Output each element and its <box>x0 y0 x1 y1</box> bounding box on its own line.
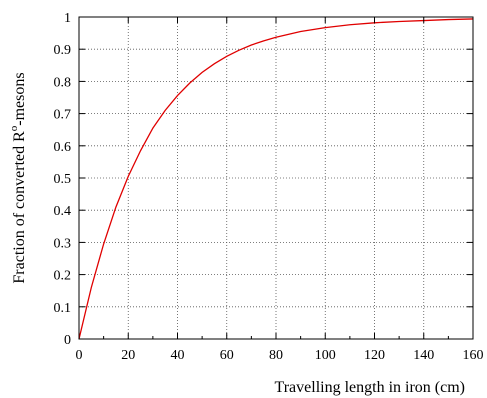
x-tick-label: 120 <box>364 348 385 363</box>
y-tick-label: 0.4 <box>54 204 72 219</box>
x-tick-label: 20 <box>121 348 135 363</box>
x-tick-label: 60 <box>220 348 234 363</box>
y-tick-label: 0.6 <box>54 140 72 155</box>
x-tick-label: 40 <box>171 348 185 363</box>
y-tick-label: 0.5 <box>54 172 72 187</box>
y-axis-label-main: Fraction of converted R <box>11 131 28 284</box>
y-tick-labels: 0 0.1 0.2 0.3 0.4 0.5 0.6 0.7 0.8 0.9 1 <box>54 11 72 348</box>
x-tick-labels: 0 20 40 60 80 100 120 140 160 <box>76 348 484 363</box>
x-tick-label: 100 <box>315 348 336 363</box>
x-tick-label: 80 <box>269 348 283 363</box>
x-axis-label: Travelling length in iron (cm) <box>275 379 466 396</box>
grid <box>78 16 474 340</box>
y-tick-label: 0.2 <box>54 269 72 284</box>
y-tick-label: 0.7 <box>54 108 72 123</box>
y-tick-label: 0.8 <box>54 75 72 90</box>
y-axis-label-superscript: o <box>8 125 20 131</box>
x-tick-label: 160 <box>463 348 484 363</box>
plot-frame <box>78 16 474 340</box>
y-tick-label: 1 <box>64 11 71 26</box>
y-tick-label: 0.9 <box>54 43 72 58</box>
y-axis-label-suffix: -mesons <box>11 72 28 125</box>
y-axis-label: Fraction of converted Ro-mesons <box>8 72 28 283</box>
ticks <box>78 16 474 340</box>
x-tick-label: 140 <box>413 348 434 363</box>
y-tick-label: 0.1 <box>54 301 72 316</box>
x-tick-label: 0 <box>76 348 83 363</box>
y-tick-label: 0.3 <box>54 236 72 251</box>
y-tick-label: 0 <box>64 333 71 348</box>
